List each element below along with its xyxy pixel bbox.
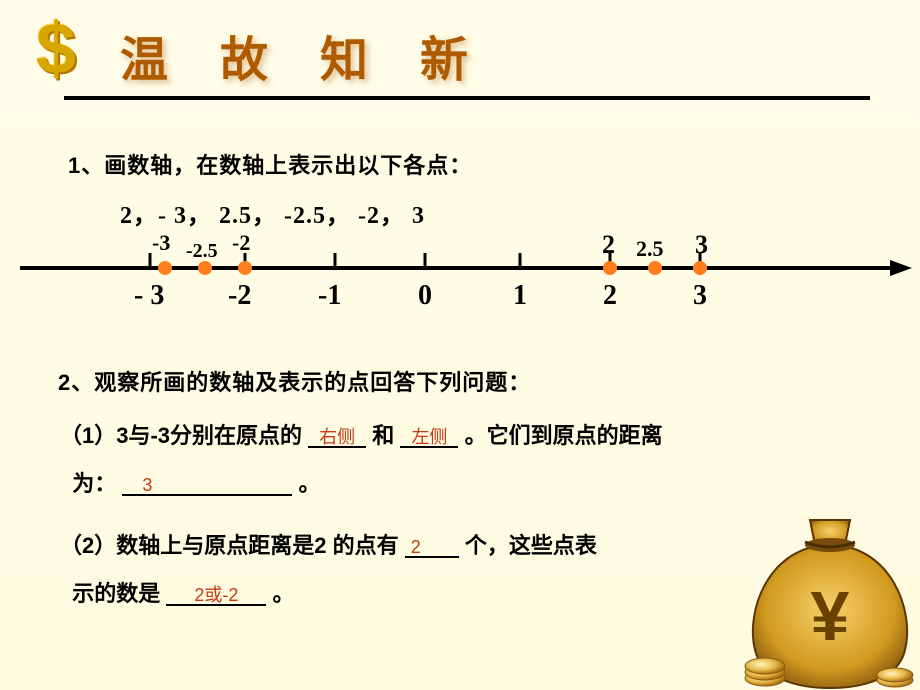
ans-right: 右侧: [319, 427, 355, 447]
axis-above-neg3: -3: [152, 230, 170, 256]
q2-p2a: （2）数轴上与原点距离是2 的点有: [60, 533, 399, 558]
blank-side-left: 左侧: [400, 426, 458, 448]
q1-prompt: 1、画数轴，在数轴上表示出以下各点：: [68, 148, 472, 180]
axis-above-neg2-5: -2.5: [186, 240, 218, 263]
ans-distance: 3: [142, 475, 152, 495]
dollar-sign-icon: $: [36, 8, 76, 90]
tick-neg3: - 3: [134, 280, 164, 312]
blank-distance: 3: [122, 474, 292, 496]
q1-values: 2，- 3， 2.5， -2.5， -2， 3: [120, 195, 425, 230]
q2-prompt: 2、观察所画的数轴及表示的点回答下列问题：: [58, 365, 531, 397]
blank-values: 2或-2: [166, 584, 266, 606]
ans-left: 左侧: [411, 427, 447, 447]
page-title: 温 故 知 新: [120, 20, 488, 90]
q2-p2d: 。: [273, 581, 295, 606]
axis-above-neg2: -2: [232, 230, 250, 256]
blank-count: 2: [405, 536, 459, 558]
tick-1: 1: [513, 280, 527, 312]
tick-0: 0: [418, 280, 432, 312]
axis-above-3: 3: [695, 230, 708, 260]
q2-p2b: 个，这些点表: [465, 533, 597, 558]
q2-p2c: 示的数是: [72, 581, 160, 606]
q2-p1d: 为：: [72, 471, 116, 496]
q2-p1e: 。: [299, 471, 321, 496]
axis-above-2: 2: [602, 230, 615, 260]
ans-count: 2: [411, 537, 421, 557]
tick-3: 3: [693, 280, 707, 312]
q2-p1b: 和: [372, 423, 394, 448]
q2-p1c: 。它们到原点的距离: [465, 423, 663, 448]
axis-above-2-5: 2.5: [636, 236, 664, 262]
ans-values: 2或-2: [194, 585, 238, 605]
tick-neg2: -2: [228, 280, 251, 312]
tick-neg1: -1: [318, 280, 341, 312]
blank-side-right: 右侧: [308, 426, 366, 448]
tick-2: 2: [603, 280, 617, 312]
svg-text:¥: ¥: [811, 577, 850, 655]
title-underline: [64, 96, 870, 100]
money-bag-icon: ¥: [740, 490, 920, 690]
q2-p1a: （1）3与-3分别在原点的: [60, 423, 302, 448]
